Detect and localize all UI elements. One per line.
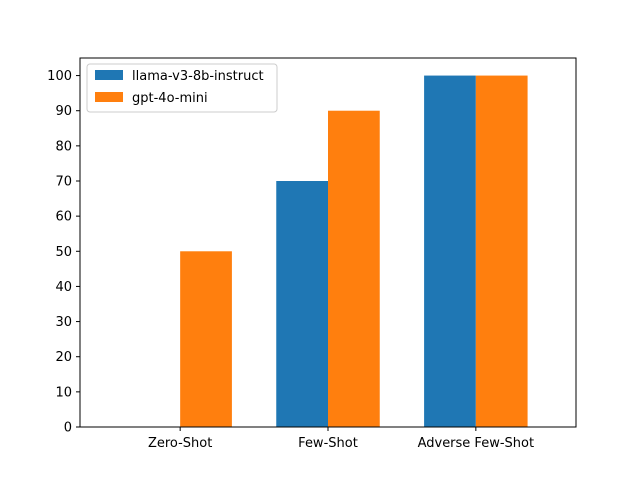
y-tick-label: 80: [55, 139, 72, 154]
bars-layer: [180, 75, 528, 428]
bar-gpt-4o-mini-Zero-Shot: [180, 251, 232, 427]
bar-gpt-4o-mini-Few-Shot: [328, 110, 380, 427]
bar-llama-v3-8b-instruct-Few-Shot: [276, 181, 328, 427]
bar-gpt-4o-mini-Adverse Few-Shot: [475, 75, 528, 428]
x-axis: Zero-Shot Few-Shot Adverse Few-Shot: [148, 427, 534, 451]
legend-label: llama-v3-8b-instruct: [132, 69, 264, 84]
y-tick-label: 50: [55, 245, 72, 260]
x-tick-label: Adverse Few-Shot: [418, 436, 535, 451]
x-tick-label: Few-Shot: [298, 436, 358, 451]
legend-swatch: [95, 70, 123, 80]
y-tick-label: 100: [47, 69, 72, 84]
y-axis: 0 10 20 30 40 50 60 70 80 90 100: [47, 69, 80, 436]
legend-label: gpt-4o-mini: [132, 91, 208, 106]
y-tick-label: 20: [55, 350, 72, 365]
bar-llama-v3-8b-instruct-Adverse Few-Shot: [424, 75, 476, 428]
legend-box: [86, 63, 278, 113]
x-tick-label: Zero-Shot: [148, 436, 212, 451]
y-tick-label: 40: [55, 280, 72, 295]
y-tick-label: 60: [55, 210, 72, 225]
plot-frame: [79, 57, 577, 428]
legend-swatch: [95, 92, 123, 102]
y-tick-label: 90: [55, 104, 72, 119]
y-tick-label: 70: [55, 175, 72, 190]
y-tick-label: 0: [64, 421, 72, 436]
y-tick-label: 30: [55, 315, 72, 330]
legend: llama-v3-8b-instruct gpt-4o-mini: [86, 63, 278, 113]
y-tick-label: 10: [55, 385, 72, 400]
